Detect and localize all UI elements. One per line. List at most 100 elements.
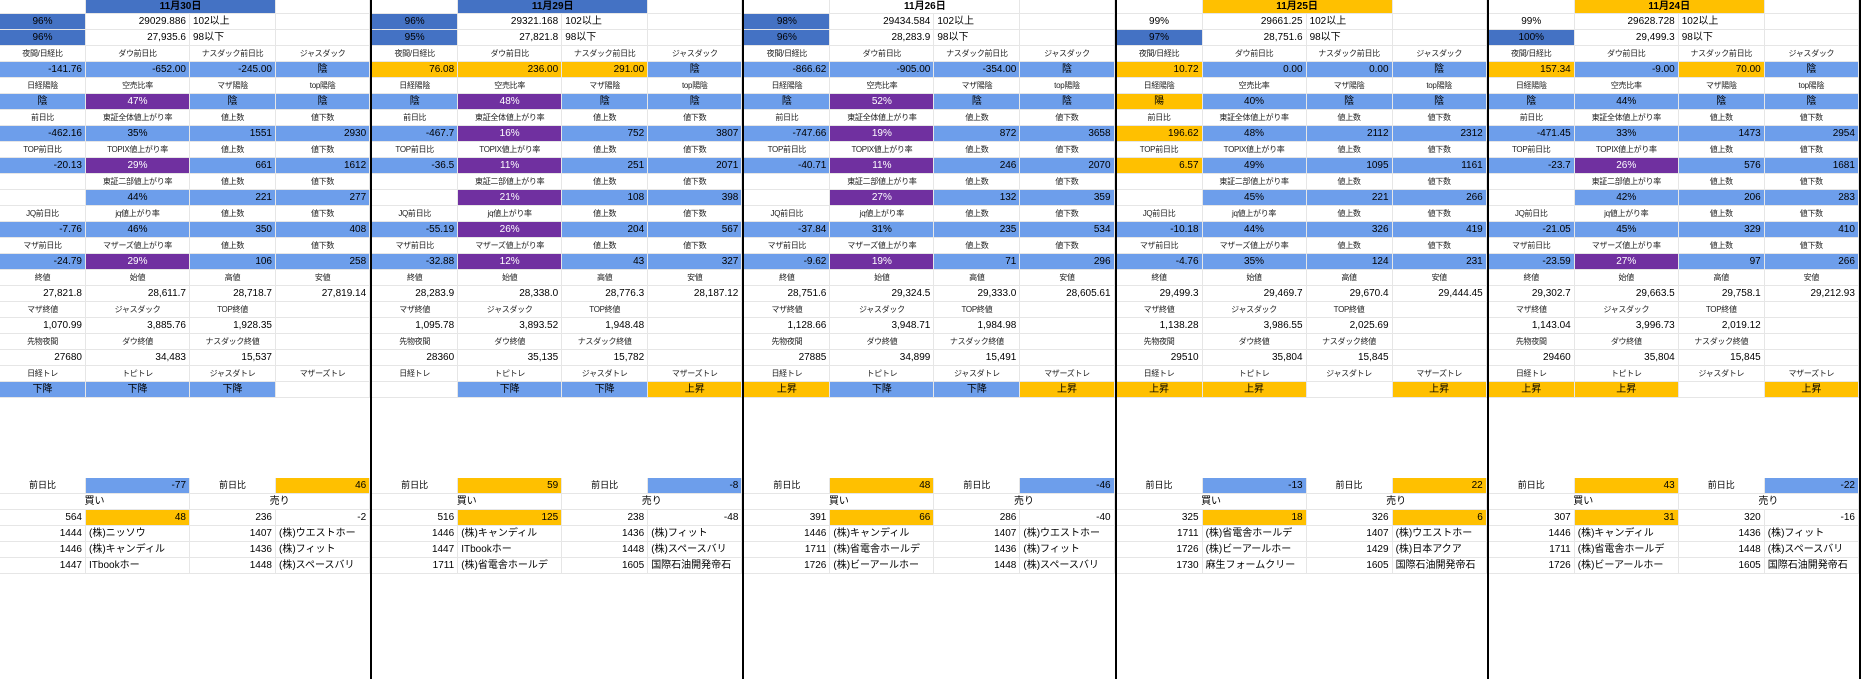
value-cell[interactable]: 206 [1678,190,1765,206]
column-label-cell[interactable] [1488,174,1575,190]
value-cell[interactable]: 28,605.61 [1020,286,1115,302]
value-cell[interactable]: 35,804 [1202,350,1307,366]
column-label-cell[interactable] [0,174,86,190]
column-label-cell[interactable]: マザ終値 [744,302,831,318]
column-label-cell[interactable]: 東証二部値上がり率 [86,174,190,190]
column-label-cell[interactable]: 終値 [744,270,831,286]
column-label-cell[interactable] [744,174,831,190]
value-cell[interactable] [1764,318,1859,334]
stock-name-cell[interactable]: (株)省電舎ホールデ [1574,542,1679,558]
value-cell[interactable]: 28,611.7 [86,286,190,302]
value-cell[interactable]: 350 [190,222,276,238]
column-label-cell[interactable]: マザ陽陰 [1678,78,1765,94]
column-label-cell[interactable]: 値下数 [1392,142,1487,158]
value-cell[interactable]: 71 [934,254,1021,270]
value-cell[interactable]: 296 [1020,254,1115,270]
column-label-cell[interactable]: top陽陰 [276,78,371,94]
column-label-cell[interactable]: マザーズトレ [1764,366,1859,382]
column-label-cell[interactable]: 安値 [648,270,743,286]
stock-name-cell[interactable]: (株)フィット [276,542,371,558]
value-cell[interactable]: -652.00 [86,62,190,78]
prev-diff-value-cell[interactable]: 59 [458,478,563,494]
value-cell[interactable]: 235 [934,222,1021,238]
spacer-cell[interactable] [276,0,371,14]
column-label-cell[interactable]: 値上数 [562,142,649,158]
column-label-cell[interactable]: マザーズ値上がり率 [1574,238,1679,254]
prev-diff-value-cell[interactable]: -77 [86,478,190,494]
column-label-cell[interactable]: マザーズ値上がり率 [458,238,563,254]
value-cell[interactable]: 410 [1764,222,1859,238]
column-label-cell[interactable]: 高値 [1306,270,1393,286]
column-label-cell[interactable]: 日経陽陰 [1116,78,1203,94]
column-label-cell[interactable]: 値上数 [562,206,649,222]
value-cell[interactable]: 下降 [830,382,935,398]
column-label-cell[interactable] [648,334,743,350]
column-label-cell[interactable]: ジャスダック [276,46,371,62]
value-cell[interactable]: 29,670.4 [1306,286,1393,302]
value-cell[interactable]: -36.5 [372,158,459,174]
value-cell[interactable]: 上昇 [1764,382,1859,398]
column-label-cell[interactable]: JQ前日比 [744,206,831,222]
value-cell[interactable]: 11% [458,158,563,174]
sell-label-cell[interactable]: 売り [1678,494,1859,510]
value-cell[interactable]: 33% [1574,126,1679,142]
value-cell[interactable]: 28,718.7 [190,286,276,302]
value-cell[interactable]: 27% [1574,254,1679,270]
spacer-cell[interactable] [648,14,743,30]
value-cell[interactable]: 567 [648,222,743,238]
value-cell[interactable]: 15,491 [934,350,1021,366]
column-label-cell[interactable]: JQ前日比 [372,206,459,222]
value-cell[interactable]: 2112 [1306,126,1393,142]
value-cell[interactable]: 陰 [190,94,276,110]
value-cell[interactable] [1392,318,1487,334]
column-label-cell[interactable]: 安値 [1392,270,1487,286]
column-label-cell[interactable]: 安値 [276,270,371,286]
column-label-cell[interactable]: 値下数 [648,206,743,222]
column-label-cell[interactable]: 始値 [830,270,935,286]
prev-diff-label-cell[interactable]: 前日比 [372,478,459,494]
value-cell[interactable]: 231 [1392,254,1487,270]
column-label-cell[interactable]: ジャスダック [1574,302,1679,318]
column-label-cell[interactable]: 値上数 [934,142,1021,158]
column-label-cell[interactable]: 夜間/日経比 [0,46,86,62]
value-cell[interactable]: 196.62 [1116,126,1203,142]
column-label-cell[interactable]: 値上数 [934,174,1021,190]
column-label-cell[interactable]: 高値 [190,270,276,286]
date-header-cell[interactable]: 11月24日 [1574,0,1765,14]
stock-name-cell[interactable]: ITbookホー [458,542,563,558]
value-cell[interactable] [372,382,459,398]
threshold-label-cell[interactable]: 98以下 [1678,30,1765,46]
stock-code-cell[interactable]: 1448 [562,542,649,558]
column-label-cell[interactable]: 値下数 [648,238,743,254]
column-label-cell[interactable]: 値上数 [1678,206,1765,222]
value-cell[interactable]: 29,333.0 [934,286,1021,302]
value-cell[interactable]: 3,986.55 [1202,318,1307,334]
value-cell[interactable] [1764,350,1859,366]
column-label-cell[interactable]: ジャスダトレ [934,366,1021,382]
value-cell[interactable]: 1161 [1392,158,1487,174]
prev-diff-value-cell[interactable]: -46 [1020,478,1115,494]
value-cell[interactable]: 35% [86,126,190,142]
value-cell[interactable]: 97 [1678,254,1765,270]
stock-name-cell[interactable]: ITbookホー [86,558,190,574]
value-cell[interactable]: 3,885.76 [86,318,190,334]
threshold-value-cell[interactable]: 29,499.3 [1574,30,1679,46]
threshold-value-cell[interactable]: 29434.584 [830,14,935,30]
column-label-cell[interactable]: 前日比 [372,110,459,126]
column-label-cell[interactable]: マザ前日比 [372,238,459,254]
column-label-cell[interactable]: マザ陽陰 [1306,78,1393,94]
column-label-cell[interactable] [1764,302,1859,318]
column-label-cell[interactable]: 日経トレ [1116,366,1203,382]
prev-diff-value-cell[interactable]: -22 [1764,478,1859,494]
signal-value-cell[interactable]: 286 [934,510,1021,526]
value-cell[interactable]: 陰 [1306,94,1393,110]
column-label-cell[interactable]: ナスダック終値 [934,334,1021,350]
spacer-cell[interactable] [1764,0,1859,14]
spacer-cell[interactable] [1392,30,1487,46]
threshold-pct-cell[interactable]: 100% [1488,30,1575,46]
column-label-cell[interactable]: ジャスダトレ [1306,366,1393,382]
stock-code-cell[interactable]: 1711 [1488,542,1575,558]
column-label-cell[interactable]: 始値 [1202,270,1307,286]
value-cell[interactable]: 上昇 [648,382,743,398]
column-label-cell[interactable]: 東証全体値上がり率 [1574,110,1679,126]
